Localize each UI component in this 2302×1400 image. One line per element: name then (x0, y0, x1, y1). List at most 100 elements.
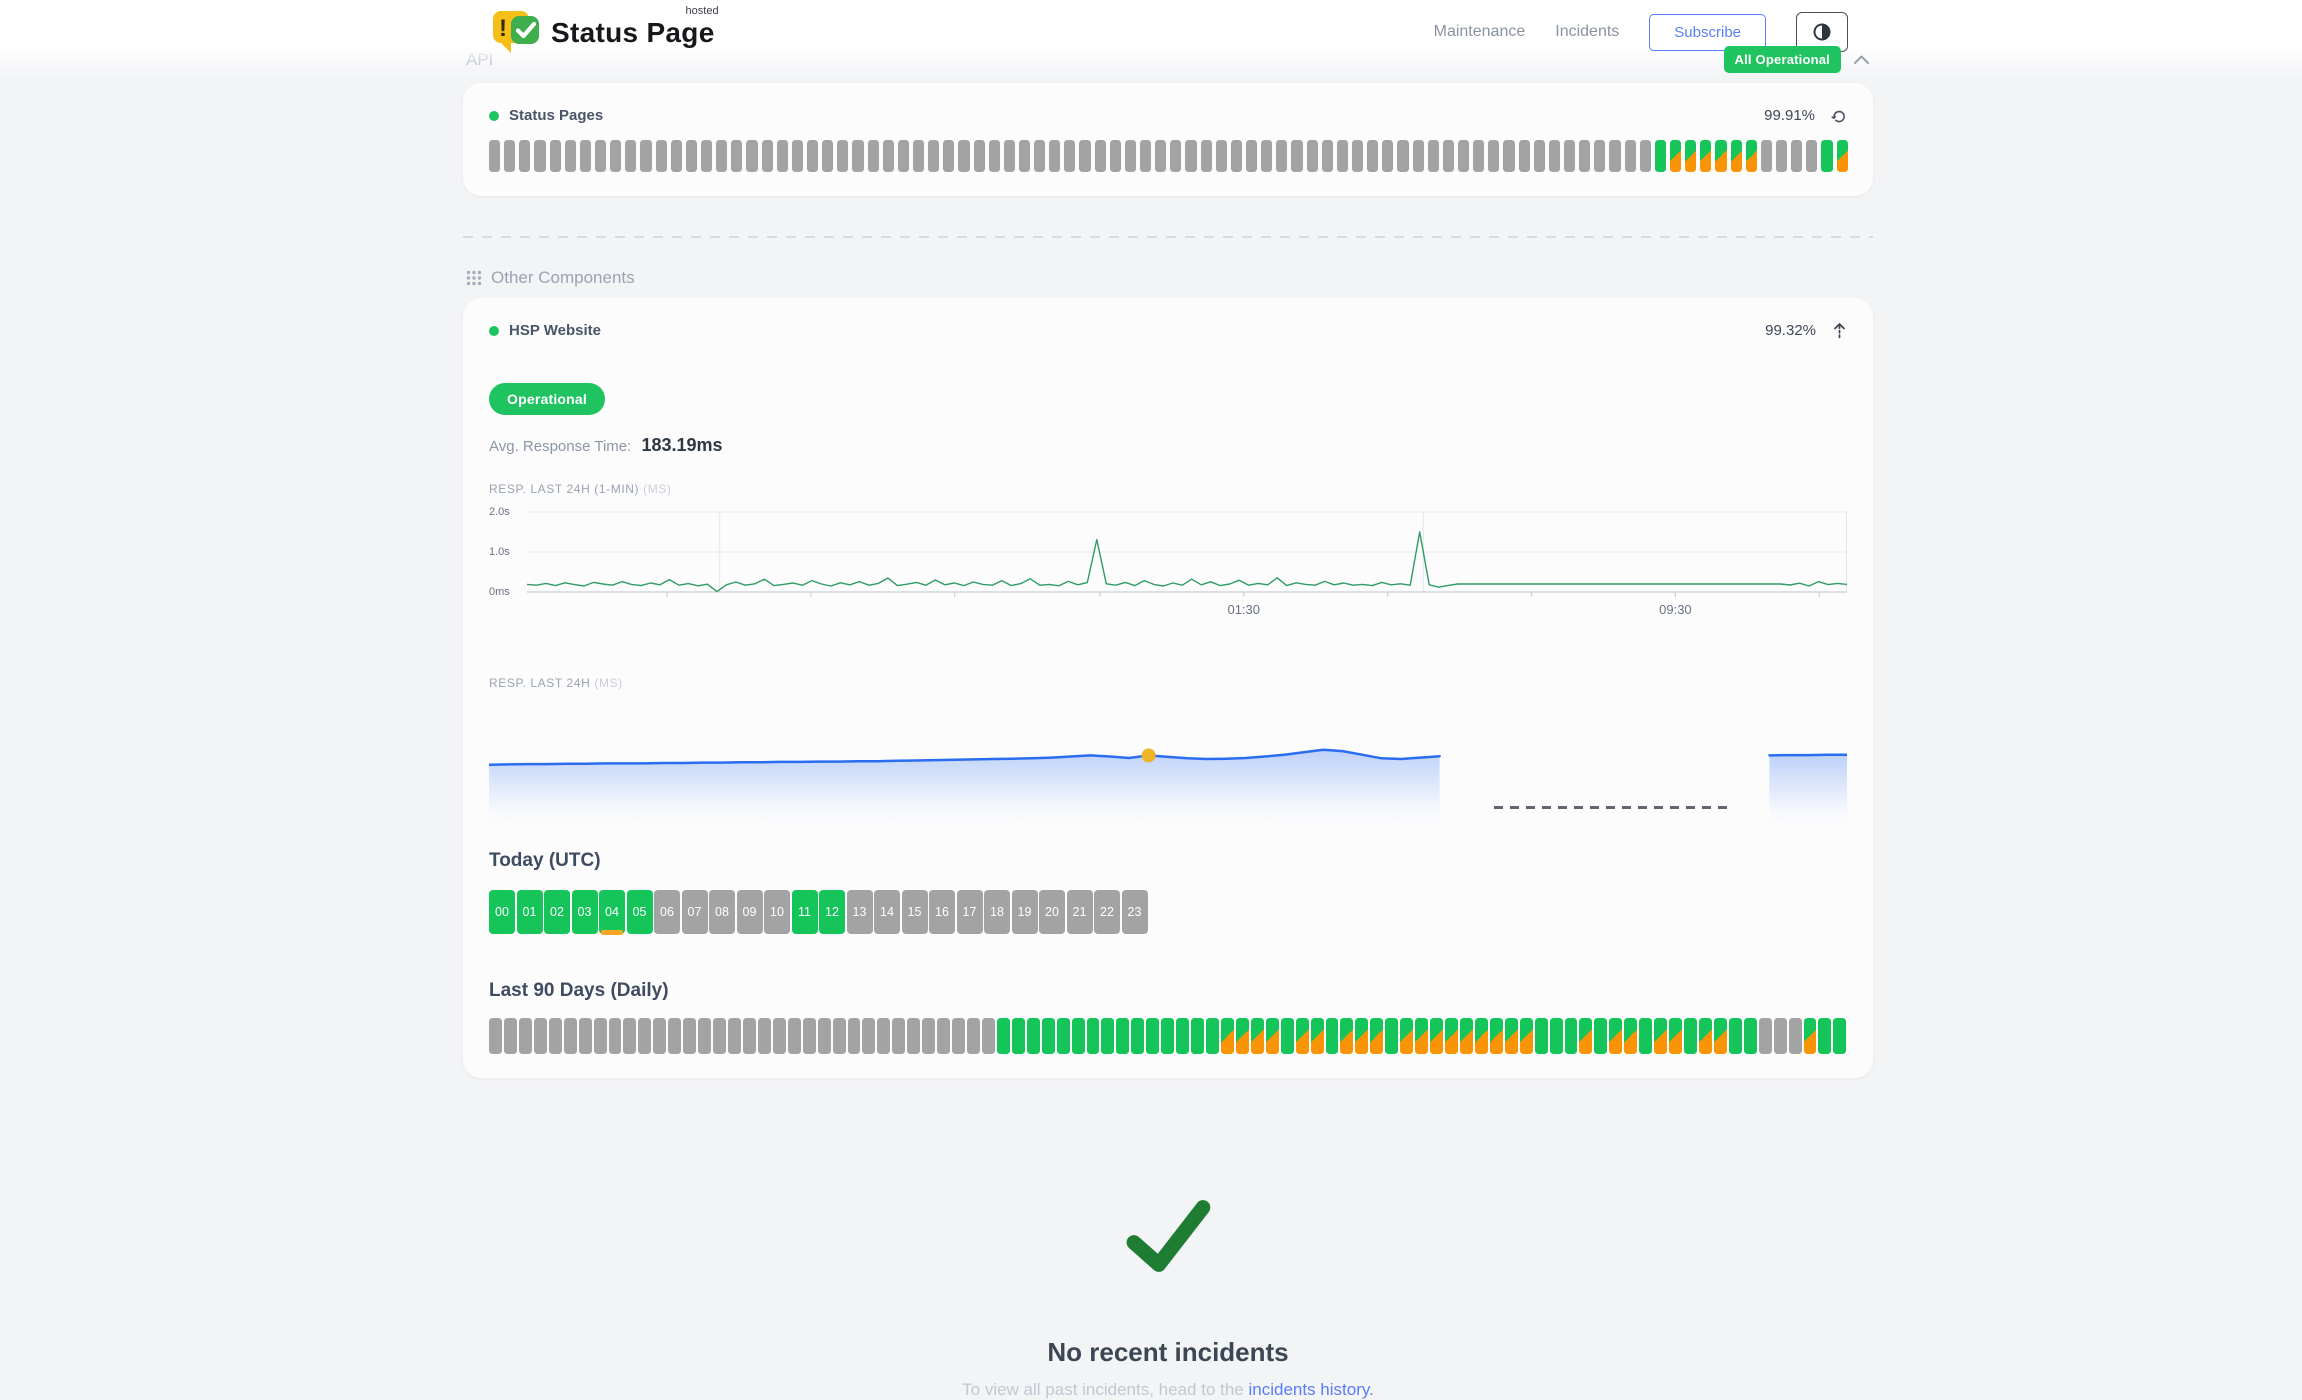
uptime-bar (1026, 1018, 1040, 1054)
uptime-bar (1355, 1018, 1369, 1054)
uptime-bar (579, 140, 591, 172)
uptime-bar (1041, 1018, 1055, 1054)
uptime-bar (1818, 1018, 1832, 1054)
uptime-bar (518, 1018, 532, 1054)
uptime-bar (967, 1018, 980, 1054)
hsp-website-card: HSP Website 99.32% Operational Avg. Resp… (463, 298, 1873, 1078)
uptime-bar (973, 140, 985, 172)
uptime-bar (761, 140, 773, 172)
uptime-bar (655, 140, 667, 172)
uptime-bar (1101, 1018, 1115, 1054)
hour-box: 11 (791, 890, 818, 934)
uptime-bar (489, 140, 501, 172)
response-time-area-chart (487, 696, 1849, 828)
uptime-bar (1131, 1018, 1145, 1054)
uptime-bar (1579, 1018, 1593, 1054)
uptime-bar (802, 1018, 816, 1054)
area-chart-label: RESP. LAST 24H (MS) (489, 676, 623, 690)
uptime-bar (1758, 1018, 1772, 1054)
uptime-bar (1018, 140, 1031, 172)
hour-box: 18 (984, 890, 1010, 934)
uptime-bar (728, 1018, 741, 1054)
uptime-bar (1176, 1018, 1190, 1054)
uptime-bar (716, 140, 728, 172)
line-chart-label: RESP. LAST 24H (1-MIN) (MS) (489, 482, 672, 496)
uptime-bar (1473, 140, 1485, 172)
uptime-bar (1235, 1018, 1249, 1054)
app-header: ! hosted Status Page Maintenance Inciden… (0, 0, 2302, 78)
uptime-bar (1146, 1018, 1160, 1054)
uptime-bar (852, 140, 864, 172)
uptime-bar (1504, 1018, 1518, 1054)
uptime-bar (937, 1018, 951, 1054)
uptime-bar (1094, 140, 1106, 172)
uptime-bar (685, 140, 697, 172)
uptime-bar (1534, 1018, 1548, 1054)
uptime-bar (952, 1018, 965, 1054)
uptime-bar (534, 140, 546, 172)
nav-maintenance[interactable]: Maintenance (1433, 23, 1526, 40)
hour-box: 23 (1121, 890, 1148, 934)
subscribe-button[interactable]: Subscribe (1649, 13, 1766, 51)
uptime-bar (1049, 140, 1061, 172)
uptime-bar (1609, 140, 1621, 172)
uptime-bar (1079, 140, 1091, 172)
uptime-bar (1011, 1018, 1025, 1054)
chevron-up-icon[interactable] (1853, 54, 1870, 65)
component-name: Status Pages (509, 107, 604, 124)
x-axis-label: 01:30 (1227, 602, 1261, 617)
brand-superscript: hosted (685, 5, 719, 17)
uptime-bar (757, 1018, 771, 1054)
api-card: Status Pages 99.91% (463, 83, 1873, 196)
uptime-bar (1730, 140, 1742, 172)
uptime-bar (640, 140, 652, 172)
uptime-bar (1185, 140, 1197, 172)
uptime-bar (683, 1018, 697, 1054)
hour-box: 22 (1094, 890, 1120, 934)
uptime-bar (1064, 140, 1076, 172)
hour-box: 00 (489, 890, 515, 934)
uptime-bar (533, 1018, 547, 1054)
last90-title: Last 90 Days (Daily) (489, 980, 669, 1001)
uptime-bar (1474, 1018, 1488, 1054)
uptime-bar (503, 1018, 517, 1054)
no-incidents-title: No recent incidents (1047, 1337, 1289, 1367)
uptime-history-strip (489, 140, 1848, 172)
uptime-bar (1821, 140, 1833, 172)
uptime-bar (1220, 1018, 1234, 1054)
y-axis-label: 1.0s (489, 546, 510, 558)
uptime-bar (787, 1018, 801, 1054)
today-hour-strip: 00 01 02 03 04 05 06 07 08 09 10 11 12 13 14 15 16 17 18 19… (489, 890, 1847, 935)
uptime-bar (548, 1018, 562, 1054)
incidents-history-link[interactable]: incidents history. (1248, 1380, 1374, 1399)
other-components-title: Other Components (491, 268, 635, 287)
uptime-bar (897, 140, 909, 172)
uptime-bar (1124, 140, 1137, 172)
refresh-icon[interactable] (1831, 108, 1847, 124)
uptime-bar (862, 1018, 876, 1054)
last90-strip (489, 1018, 1847, 1054)
uptime-bar (1215, 140, 1227, 172)
uptime-bar (958, 140, 970, 172)
uptime-bar (1306, 140, 1318, 172)
uptime-bar (1773, 1018, 1787, 1054)
uptime-bar (1140, 140, 1152, 172)
nav-incidents[interactable]: Incidents (1555, 23, 1620, 40)
uptime-bar (1155, 140, 1167, 172)
theme-toggle-button[interactable] (1796, 12, 1848, 52)
hour-box: 14 (874, 890, 900, 934)
uptime-bar (1412, 140, 1424, 172)
hour-box: 01 (516, 890, 543, 934)
y-axis-label: 2.0s (489, 506, 510, 518)
uptime-bar (772, 1018, 786, 1054)
uptime-bar (1265, 1018, 1279, 1054)
uptime-bar (1503, 140, 1515, 172)
uptime-bar (1654, 1018, 1668, 1054)
uptime-bar (1340, 1018, 1354, 1054)
uptime-percent: 99.32% (1765, 322, 1816, 339)
arrow-up-icon[interactable] (1832, 322, 1847, 339)
hour-box: 03 (571, 890, 598, 934)
uptime-bar (806, 140, 819, 172)
hour-box: 10 (764, 890, 790, 934)
uptime-bar (1654, 140, 1666, 172)
